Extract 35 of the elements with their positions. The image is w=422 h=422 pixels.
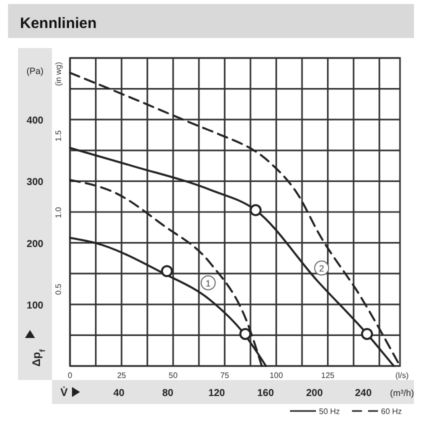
x2-tick-label: 80	[162, 388, 174, 399]
x-tick-label: 100	[270, 371, 284, 380]
y-tick-label: 100	[26, 300, 44, 312]
x-tick-label: 50	[168, 371, 178, 380]
x2-tick-label: 120	[208, 388, 226, 399]
x-tick-label: 25	[117, 371, 127, 380]
y-tick-label: 200	[26, 238, 44, 250]
x-tick-label: 75	[220, 371, 230, 380]
x2-tick-label: 200	[306, 388, 324, 399]
x2-tick-label: 240	[354, 388, 372, 399]
legend-label: 60 Hz	[381, 407, 402, 416]
point	[361, 328, 373, 340]
y2-tick-label: 1.5	[54, 130, 63, 142]
x2-axis-title: (m³/h)	[390, 388, 414, 398]
annotation: 1	[206, 278, 211, 288]
y-tick-label: 300	[26, 177, 44, 188]
text: V̇	[60, 386, 68, 399]
legend-label: 50 Hz	[319, 407, 340, 416]
annotation: 2	[319, 264, 324, 274]
y-tick-label: 400	[26, 116, 44, 127]
y2-axis-title: (in wg)	[54, 62, 63, 86]
line-series	[69, 146, 395, 367]
x2-tick-label: 40	[113, 388, 125, 399]
y2-tick-label: 1.0	[54, 206, 63, 218]
x-tick-label: 0	[68, 371, 73, 380]
y-axis-title: (Pa)	[26, 66, 44, 76]
chart-title: Kennlinien	[20, 15, 97, 32]
x-tick-label: 125	[321, 371, 336, 380]
point	[250, 204, 262, 216]
point	[239, 328, 252, 340]
x-axis-title: (l/s)	[395, 371, 409, 380]
line-series	[69, 178, 263, 367]
point	[160, 265, 173, 278]
x2-tick-label: 160	[257, 388, 274, 399]
y2-tick-label: 0.5	[54, 283, 63, 295]
